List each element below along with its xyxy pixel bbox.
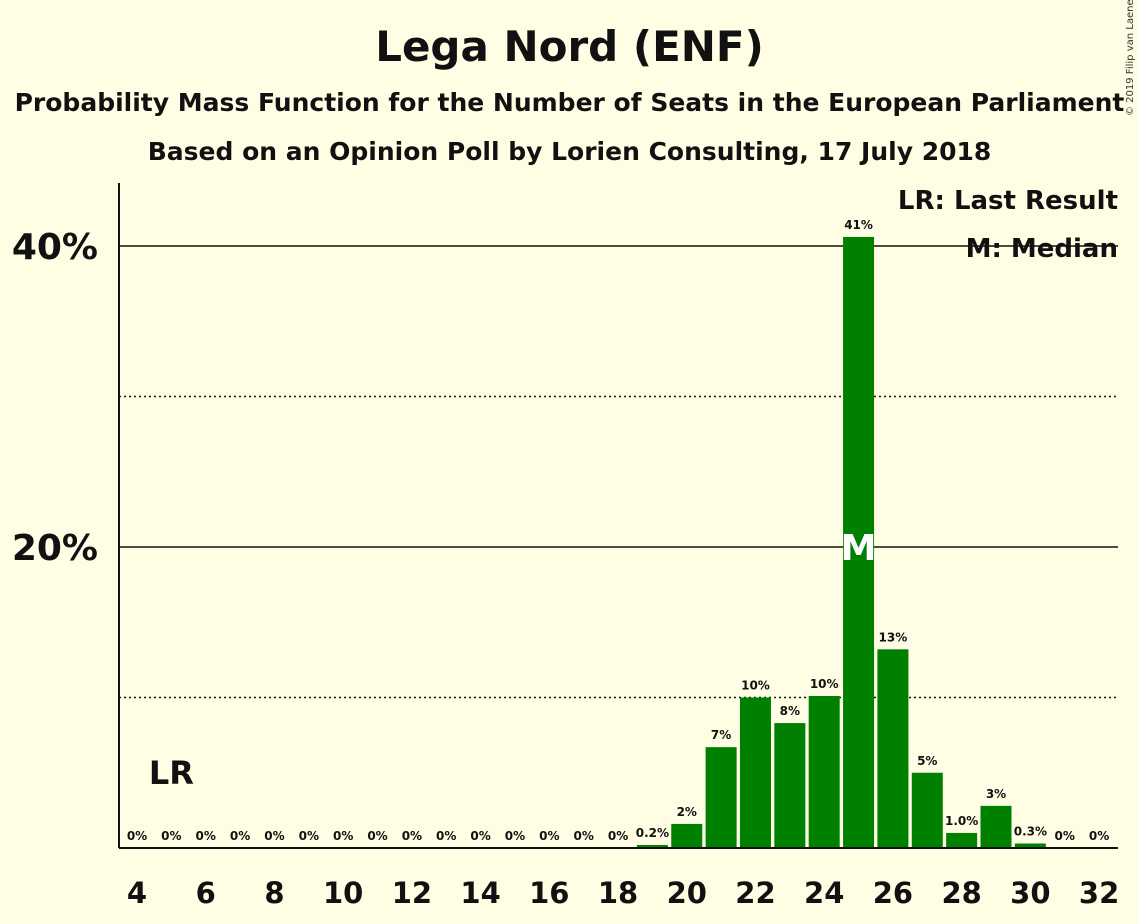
bar-label-seat-24: 10%: [810, 677, 839, 691]
x-tick-label: 6: [196, 876, 216, 910]
bar-label-seat-22: 10%: [741, 679, 770, 693]
bar-seat-28: [946, 833, 977, 848]
bar-label-seat-29: 3%: [986, 787, 1006, 801]
x-tick-label: 12: [392, 876, 432, 910]
bar-label-seat-11: 0%: [367, 829, 387, 843]
bar-label-seat-14: 0%: [470, 829, 490, 843]
last-result-marker: LR: [149, 754, 194, 792]
bar-label-seat-7: 0%: [230, 829, 250, 843]
bar-label-seat-31: 0%: [1055, 829, 1075, 843]
x-tick-label: 18: [598, 876, 638, 910]
x-tick-label: 24: [804, 876, 844, 910]
grid-lines: [119, 246, 1118, 698]
bar-label-seat-5: 0%: [161, 829, 181, 843]
median-marker: M: [841, 528, 877, 569]
x-tick-label: 26: [873, 876, 913, 910]
bar-label-seat-13: 0%: [436, 829, 456, 843]
bar-seat-27: [912, 773, 943, 848]
x-tick-label: 30: [1010, 876, 1050, 910]
y-tick-label: 40%: [12, 227, 98, 268]
x-tick-label: 20: [667, 876, 707, 910]
bar-label-seat-20: 2%: [677, 805, 697, 819]
legend-entry: LR: Last Result: [898, 186, 1118, 216]
bar-label-seat-30: 0.3%: [1014, 824, 1047, 838]
bar-label-seat-23: 8%: [780, 704, 800, 718]
bar-label-seat-9: 0%: [299, 829, 319, 843]
legend: LR: Last Result M: Median: [898, 186, 1118, 264]
legend-entry: M: Median: [966, 234, 1118, 264]
bar-labels: 0% 0% 0% 0% 0% 0% 0% 0% 0% 0% 0% 0% 0% 0% 0% 0.2% 2% 7% 10…: [127, 218, 1109, 843]
bar-label-seat-6: 0%: [196, 829, 216, 843]
bar-seat-21: [706, 747, 737, 848]
bar-label-seat-15: 0%: [505, 829, 525, 843]
bar-label-seat-8: 0%: [264, 829, 284, 843]
x-tick-label: 10: [323, 876, 363, 910]
x-tick-label: 16: [529, 876, 569, 910]
x-tick-label: 22: [735, 876, 775, 910]
x-tick-label: 32: [1079, 876, 1119, 910]
x-tick-label: 8: [264, 876, 284, 910]
bar-label-seat-10: 0%: [333, 829, 353, 843]
bar-seat-24: [809, 696, 840, 848]
bar-label-seat-27: 5%: [917, 754, 937, 768]
bar-seat-23: [774, 723, 805, 848]
x-tick-label: 28: [941, 876, 981, 910]
bar-label-seat-12: 0%: [402, 829, 422, 843]
bar-label-seat-25: 41%: [844, 218, 873, 232]
bar-seat-29: [981, 806, 1012, 848]
bar-seat-26: [877, 649, 908, 848]
bar-label-seat-4: 0%: [127, 829, 147, 843]
bar-seat-20: [671, 824, 702, 848]
bar-label-seat-18: 0%: [608, 829, 628, 843]
y-tick-label: 20%: [12, 528, 98, 569]
bar-label-seat-28: 1.0%: [945, 814, 978, 828]
bar-label-seat-21: 7%: [711, 728, 731, 742]
bar-seat-22: [740, 698, 771, 849]
bar-label-seat-26: 13%: [879, 630, 908, 644]
x-tick-label: 4: [127, 876, 147, 910]
bar-label-seat-32: 0%: [1089, 829, 1109, 843]
bar-label-seat-19: 0.2%: [636, 826, 669, 840]
x-tick-label: 14: [460, 876, 500, 910]
bar-label-seat-16: 0%: [539, 829, 559, 843]
bar-label-seat-17: 0%: [573, 829, 593, 843]
